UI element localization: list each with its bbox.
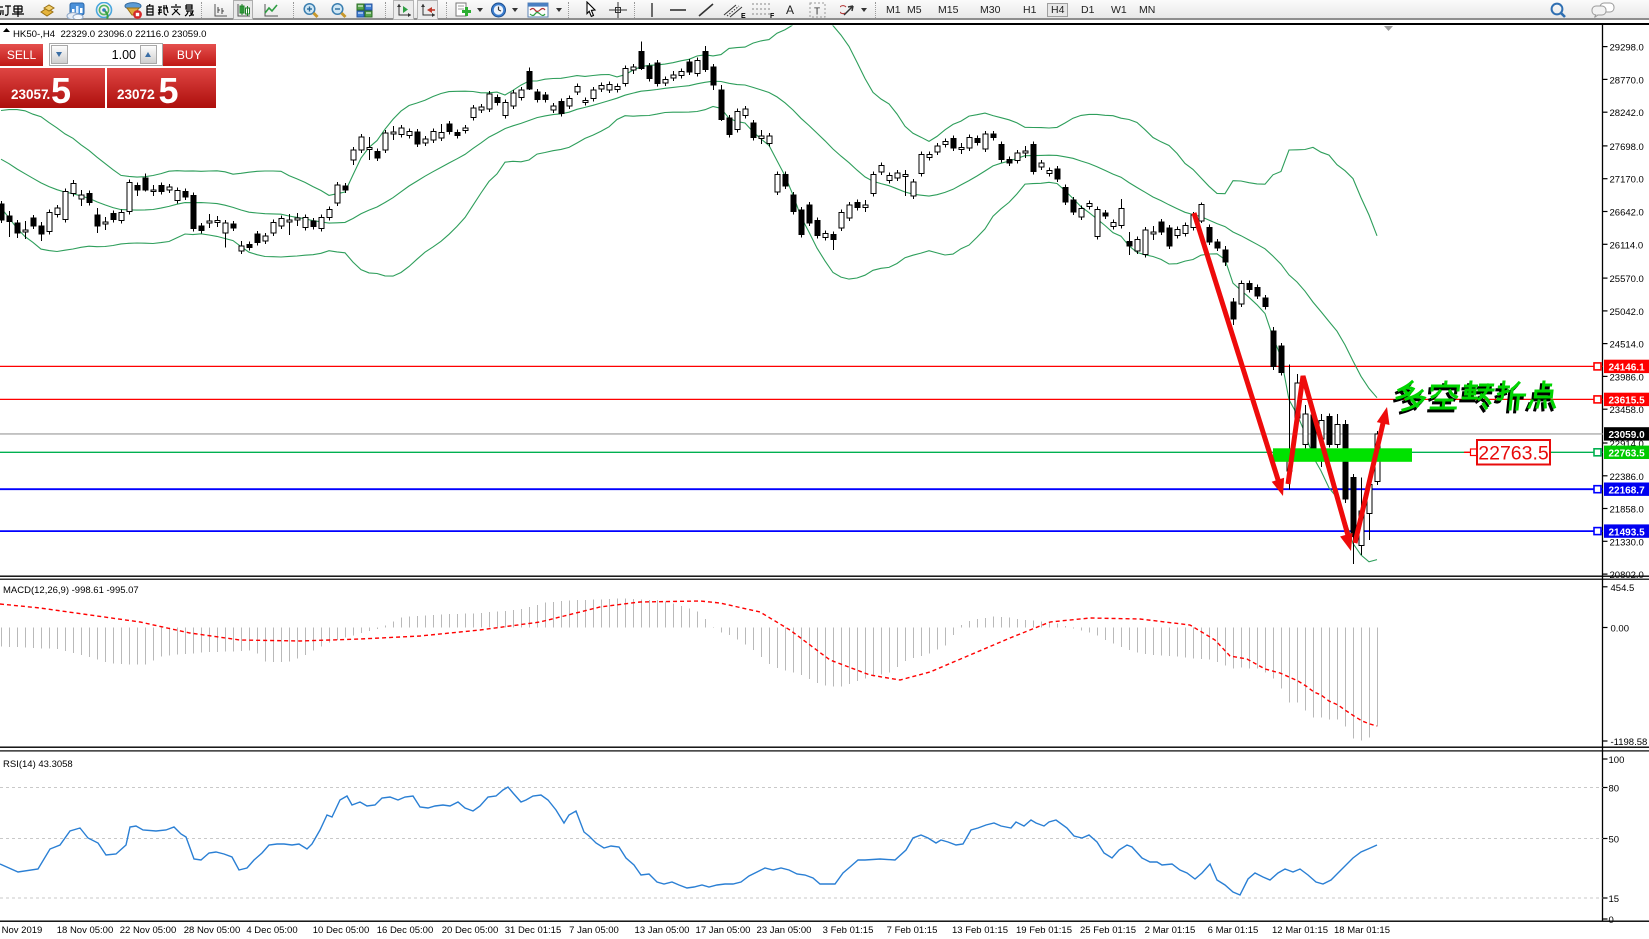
svg-text:18 Mar 01:15: 18 Mar 01:15 <box>1334 925 1390 936</box>
svg-text:2 Mar 01:15: 2 Mar 01:15 <box>1145 925 1196 936</box>
svg-text:29298.0: 29298.0 <box>1610 43 1644 54</box>
svg-text:27698.0: 27698.0 <box>1610 142 1644 153</box>
svg-text:MACD(12,26,9) -998.61 -995.07: MACD(12,26,9) -998.61 -995.07 <box>3 585 139 596</box>
svg-text:26114.0: 26114.0 <box>1610 240 1644 251</box>
svg-text:454.5: 454.5 <box>1611 583 1635 594</box>
svg-text:31 Dec 01:15: 31 Dec 01:15 <box>505 925 562 936</box>
svg-text:28770.0: 28770.0 <box>1610 75 1644 86</box>
svg-text:20 Dec 05:00: 20 Dec 05:00 <box>442 925 499 936</box>
svg-text:7 Feb 01:15: 7 Feb 01:15 <box>887 925 938 936</box>
svg-text:50: 50 <box>1609 835 1620 846</box>
svg-text:13 Jan 05:00: 13 Jan 05:00 <box>635 925 690 936</box>
svg-text:23458.0: 23458.0 <box>1610 405 1644 416</box>
svg-text:80: 80 <box>1609 784 1620 795</box>
svg-text:21493.5: 21493.5 <box>1609 527 1646 538</box>
svg-text:25042.0: 25042.0 <box>1610 307 1644 318</box>
svg-text:22386.0: 22386.0 <box>1610 472 1644 483</box>
svg-text:4 Dec 05:00: 4 Dec 05:00 <box>246 925 297 936</box>
svg-text:18 Nov 05:00: 18 Nov 05:00 <box>57 925 114 936</box>
svg-text:15: 15 <box>1609 894 1620 905</box>
svg-text:21330.0: 21330.0 <box>1610 537 1644 548</box>
svg-text:28242.0: 28242.0 <box>1610 108 1644 119</box>
svg-text:24146.1: 24146.1 <box>1609 363 1646 374</box>
svg-text:F: F <box>770 13 775 19</box>
svg-text:23 Jan 05:00: 23 Jan 05:00 <box>757 925 812 936</box>
svg-text:T: T <box>814 7 820 18</box>
svg-text:E: E <box>741 13 746 19</box>
svg-text:19 Feb 01:15: 19 Feb 01:15 <box>1016 925 1072 936</box>
svg-text:22914.0: 22914.0 <box>1610 439 1644 450</box>
svg-text:3 Feb 01:15: 3 Feb 01:15 <box>823 925 874 936</box>
svg-text:22763.5: 22763.5 <box>1478 443 1549 465</box>
svg-text:22168.7: 22168.7 <box>1609 486 1646 497</box>
svg-text:21858.0: 21858.0 <box>1610 505 1644 516</box>
svg-text:22763.5: 22763.5 <box>1609 449 1646 460</box>
svg-text:22 Nov 05:00: 22 Nov 05:00 <box>120 925 177 936</box>
svg-text:10 Dec 05:00: 10 Dec 05:00 <box>313 925 370 936</box>
svg-text:RSI(14) 43.3058: RSI(14) 43.3058 <box>3 759 73 770</box>
svg-text:17 Jan 05:00: 17 Jan 05:00 <box>696 925 751 936</box>
svg-text:-1198.58: -1198.58 <box>1611 737 1648 748</box>
svg-text:100: 100 <box>1609 755 1625 766</box>
svg-text:25 Feb 01:15: 25 Feb 01:15 <box>1080 925 1136 936</box>
svg-text:25570.0: 25570.0 <box>1610 274 1644 285</box>
svg-text:HK50-,H4 22329.0 23096.0 2211: HK50-,H4 22329.0 23096.0 22116.0 23059.0 <box>13 29 206 40</box>
svg-text:26642.0: 26642.0 <box>1610 208 1644 219</box>
svg-text:0: 0 <box>1609 915 1614 926</box>
svg-text:23986.0: 23986.0 <box>1610 372 1644 383</box>
svg-text:24514.0: 24514.0 <box>1610 340 1644 351</box>
svg-text:12 Mar 01:15: 12 Mar 01:15 <box>1272 925 1328 936</box>
svg-text:2 Nov 2019: 2 Nov 2019 <box>0 925 42 936</box>
svg-text:13 Feb 01:15: 13 Feb 01:15 <box>952 925 1008 936</box>
svg-text:16 Dec 05:00: 16 Dec 05:00 <box>377 925 434 936</box>
svg-text:6 Mar 01:15: 6 Mar 01:15 <box>1208 925 1259 936</box>
svg-text:28 Nov 05:00: 28 Nov 05:00 <box>184 925 241 936</box>
svg-text:27170.0: 27170.0 <box>1610 175 1644 186</box>
svg-text:23615.5: 23615.5 <box>1609 396 1646 407</box>
svg-text:7 Jan 05:00: 7 Jan 05:00 <box>569 925 619 936</box>
svg-text:0.00: 0.00 <box>1611 624 1630 635</box>
svg-text:20802.0: 20802.0 <box>1610 570 1644 581</box>
svg-text:23059.0: 23059.0 <box>1609 430 1646 441</box>
